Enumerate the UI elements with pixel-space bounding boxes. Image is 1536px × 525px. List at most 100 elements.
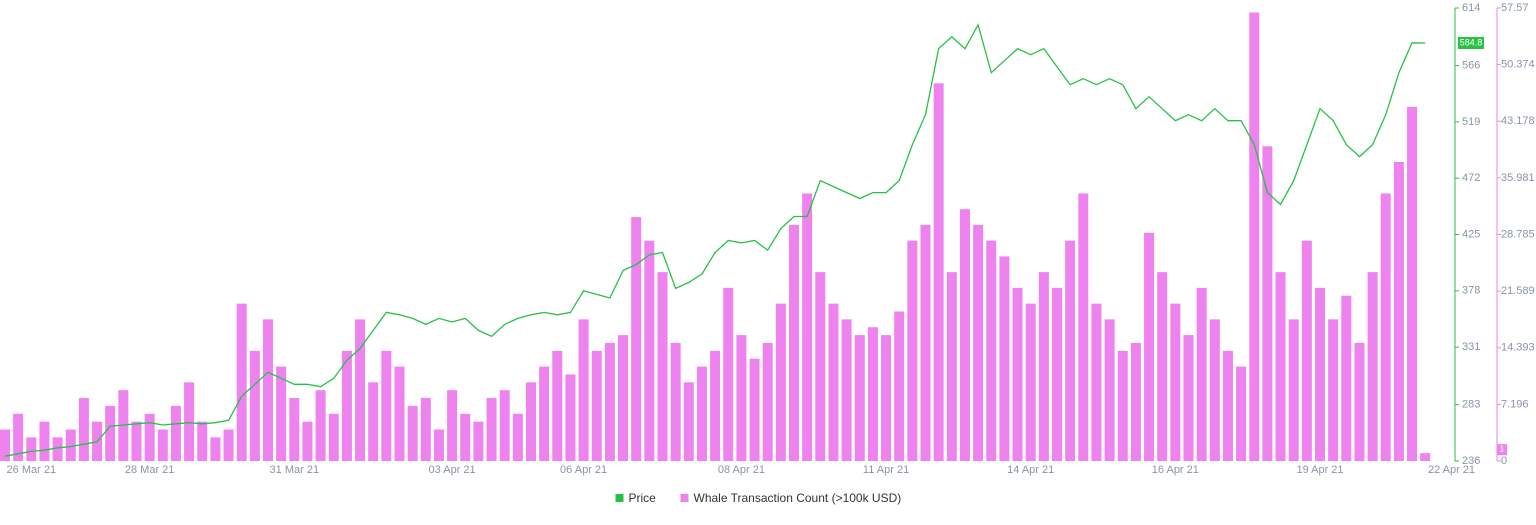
bar — [789, 224, 799, 461]
bar — [473, 421, 484, 461]
bar — [591, 350, 602, 461]
bar — [1380, 193, 1391, 461]
legend-swatch — [615, 494, 624, 502]
bar — [894, 311, 905, 461]
bar — [26, 437, 37, 461]
y2-tick-label: 7.196 — [1501, 398, 1529, 410]
bar — [144, 413, 155, 461]
y2-tick-label: 28.785 — [1501, 228, 1535, 240]
bar — [749, 358, 760, 461]
bar — [1262, 146, 1273, 461]
y2-tick-label: 35.981 — [1501, 172, 1535, 184]
bar — [1275, 272, 1286, 461]
y-tick-label: 283 — [1462, 399, 1480, 411]
bar — [223, 429, 234, 461]
bar — [1367, 272, 1378, 461]
bar — [65, 429, 76, 461]
y-tick-label: 566 — [1462, 59, 1480, 71]
bar — [986, 240, 997, 461]
bar — [1354, 342, 1365, 461]
bar — [302, 421, 313, 461]
y2-tick-label: 0 — [1501, 455, 1507, 467]
y2-tick-label: 21.589 — [1501, 285, 1535, 297]
bar — [1078, 193, 1089, 461]
bar — [460, 413, 471, 461]
bar — [13, 413, 24, 461]
bar — [1315, 287, 1325, 461]
x-tick-label: 19 Apr 21 — [1296, 464, 1343, 476]
bar — [289, 398, 300, 461]
bar — [867, 327, 878, 461]
bar — [907, 240, 918, 461]
bar — [710, 350, 721, 461]
bar — [1328, 319, 1339, 461]
bar — [78, 398, 89, 461]
bar — [1091, 303, 1102, 461]
bar — [618, 335, 629, 461]
y-tick-label: 236 — [1462, 455, 1480, 467]
bar — [1144, 232, 1155, 461]
bar — [499, 390, 510, 461]
bar — [1393, 161, 1404, 461]
bar — [1052, 287, 1062, 461]
x-tick-label: 26 Mar 21 — [7, 464, 57, 476]
bar — [0, 429, 10, 461]
bar — [170, 405, 181, 461]
y-tick-label: 614 — [1462, 2, 1480, 14]
y-tick-label: 425 — [1462, 228, 1480, 240]
bar — [841, 319, 852, 461]
bar — [1420, 453, 1431, 461]
bar — [973, 224, 984, 461]
bar — [565, 374, 576, 461]
bar — [368, 382, 379, 461]
bar — [881, 335, 892, 461]
y-tick-label: 472 — [1462, 172, 1480, 184]
legend: Price Whale Transaction Count (>100k USD) — [615, 491, 902, 505]
bar — [1209, 319, 1220, 461]
bar — [670, 342, 681, 461]
bar — [578, 319, 589, 461]
x-tick-label: 08 Apr 21 — [718, 464, 765, 476]
bar — [355, 319, 366, 461]
bar — [683, 382, 694, 461]
bar — [1407, 106, 1418, 461]
bar — [526, 382, 536, 461]
bar — [105, 405, 116, 461]
bar — [1130, 342, 1141, 461]
bar — [486, 398, 497, 461]
bar — [131, 421, 142, 461]
bar — [1249, 12, 1260, 462]
bar — [1025, 303, 1036, 461]
count-badge — [1497, 444, 1507, 456]
x-tick-label: 03 Apr 21 — [429, 464, 476, 476]
x-tick-label: 11 Apr 21 — [863, 464, 909, 476]
bar — [539, 366, 550, 461]
x-tick-label: 06 Apr 21 — [560, 464, 607, 476]
bar — [1236, 366, 1247, 461]
x-tick-label: 28 Mar 21 — [125, 464, 175, 476]
bar — [1301, 240, 1312, 461]
bar — [1222, 350, 1233, 461]
bar — [1196, 287, 1207, 461]
bar — [315, 390, 326, 461]
bar — [1170, 303, 1181, 461]
bar — [157, 429, 168, 461]
bar — [775, 303, 786, 461]
bar — [815, 272, 826, 461]
x-tick-label: 22 Apr 21 — [1428, 464, 1475, 476]
bar — [723, 287, 734, 461]
bar — [236, 303, 247, 461]
x-tick-label: 14 Apr 21 — [1007, 464, 1054, 476]
legend-label: Whale Transaction Count (>100k USD) — [694, 491, 902, 505]
bar — [959, 209, 970, 461]
bar — [210, 437, 221, 461]
bar — [604, 342, 615, 461]
bar — [433, 429, 444, 461]
bar — [447, 390, 458, 461]
bar — [946, 272, 957, 461]
y2-tick-label: 57.57 — [1501, 2, 1529, 14]
y-tick-label: 519 — [1462, 116, 1480, 128]
bar — [328, 413, 339, 461]
